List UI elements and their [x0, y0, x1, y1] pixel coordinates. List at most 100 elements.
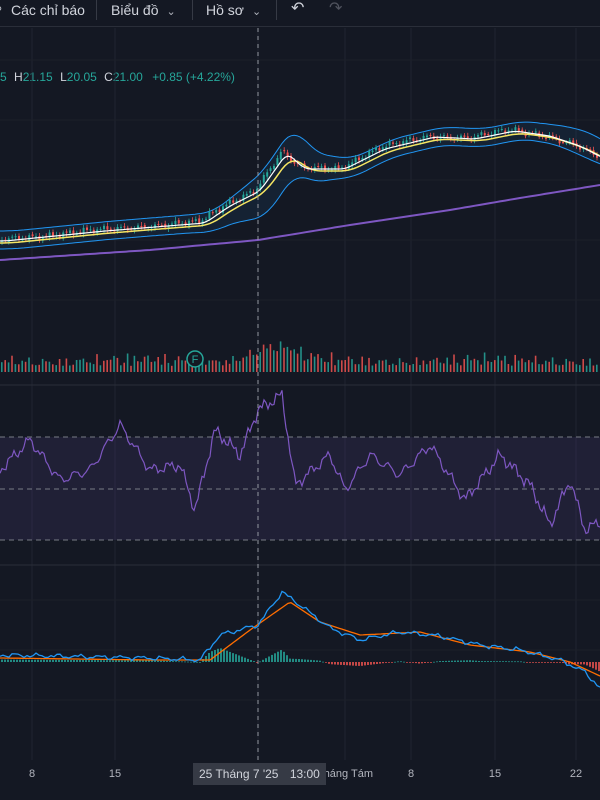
histogram-bar	[493, 661, 495, 662]
candle-body	[443, 135, 445, 137]
candle-body	[477, 135, 479, 137]
candle-body	[14, 236, 17, 238]
histogram-bar	[574, 662, 576, 665]
volume-bar	[463, 359, 465, 372]
histogram-bar	[34, 659, 36, 662]
candle-body	[534, 131, 537, 133]
candle-body	[524, 133, 527, 137]
histogram-bar	[595, 662, 597, 670]
chart-menu-button[interactable]: Biểu đồ ⌄	[111, 0, 176, 20]
histogram-bar	[394, 661, 396, 663]
histogram-bar	[538, 662, 540, 663]
candle-body	[72, 230, 75, 235]
candle-body	[378, 148, 381, 151]
histogram-bar	[535, 662, 537, 663]
candle-body	[252, 192, 255, 195]
histogram-bar	[514, 661, 516, 663]
candle-body	[123, 226, 126, 228]
candle-body	[150, 227, 153, 229]
histogram-bar	[88, 660, 90, 662]
candle-body	[242, 194, 245, 201]
candle-body	[466, 136, 469, 139]
candle-body	[69, 230, 71, 234]
volume-bar	[405, 362, 408, 372]
volume-bars	[1, 341, 598, 372]
histogram-bar	[67, 660, 69, 662]
histogram-bar	[559, 662, 561, 663]
candle-body	[405, 140, 408, 143]
search-icon[interactable]: ⌕	[0, 0, 3, 19]
histogram-bar	[142, 660, 144, 662]
x-tick: Tháng Tám	[316, 768, 374, 780]
volume-bar	[589, 358, 591, 372]
volume-bar	[290, 350, 292, 372]
histogram-bar	[211, 651, 213, 662]
histogram-bar	[577, 662, 579, 665]
histogram-bar	[433, 661, 435, 663]
x-tick: 15	[488, 768, 502, 780]
candle-body	[35, 236, 37, 238]
volume-bar	[456, 362, 459, 372]
event-marker[interactable]: F	[186, 350, 204, 368]
histogram-bar	[208, 653, 210, 662]
histogram-bar	[490, 661, 492, 662]
volume-bar	[79, 359, 81, 372]
candle-body	[215, 210, 218, 213]
histogram-bar	[328, 662, 330, 664]
volume-bar	[439, 362, 442, 372]
histogram-bar	[598, 662, 600, 672]
histogram-bar	[313, 660, 315, 662]
volume-bar	[211, 360, 214, 372]
volume-bar	[177, 356, 180, 372]
histogram-bar	[286, 655, 288, 662]
volume-bar	[497, 355, 499, 372]
candle-body	[568, 140, 571, 143]
volume-bar	[443, 363, 445, 372]
candle-body	[415, 140, 418, 142]
volume-bar	[568, 361, 571, 372]
histogram-bar	[517, 661, 519, 663]
volume-bar	[528, 360, 530, 372]
histogram-bar	[247, 658, 249, 662]
undo-icon[interactable]: ↶	[291, 0, 305, 17]
macd-histogram	[1, 648, 600, 672]
volume-bar	[35, 365, 37, 372]
volume-bar	[296, 353, 299, 372]
histogram-bar	[430, 662, 432, 663]
volume-bar	[364, 365, 367, 372]
candle-body	[106, 226, 109, 230]
crosshair-time: 13:00	[289, 767, 320, 781]
candle-body	[446, 135, 449, 137]
histogram-bar	[289, 658, 291, 662]
volume-bar	[378, 360, 380, 372]
histogram-bar	[445, 660, 447, 662]
candle-body	[249, 191, 252, 193]
histogram-bar	[397, 661, 399, 663]
volume-bar	[545, 360, 547, 372]
candle-body	[555, 136, 558, 139]
candle-body	[545, 137, 547, 139]
histogram-bar	[43, 659, 45, 662]
histogram-bar	[166, 660, 168, 662]
histogram-bar	[232, 653, 234, 662]
indicators-button[interactable]: Các chỉ báo	[11, 0, 85, 20]
candle-body	[463, 135, 466, 137]
candle-body	[551, 135, 554, 138]
histogram-bar	[178, 661, 180, 663]
histogram-bar	[376, 662, 378, 664]
redo-icon[interactable]: ↷	[329, 0, 343, 17]
histogram-bar	[196, 661, 198, 663]
profile-menu-button[interactable]: Hồ sơ ⌄	[206, 0, 261, 20]
histogram-bar	[502, 661, 504, 662]
candle-body	[228, 199, 231, 204]
volume-bar	[422, 360, 425, 372]
candle-body	[177, 220, 180, 224]
histogram-bar	[580, 662, 582, 665]
volume-bar	[324, 361, 326, 372]
histogram-bar	[301, 659, 303, 662]
volume-bar	[188, 363, 190, 372]
histogram-bar	[160, 660, 162, 662]
histogram-bar	[442, 661, 444, 662]
histogram-bar	[118, 660, 120, 662]
